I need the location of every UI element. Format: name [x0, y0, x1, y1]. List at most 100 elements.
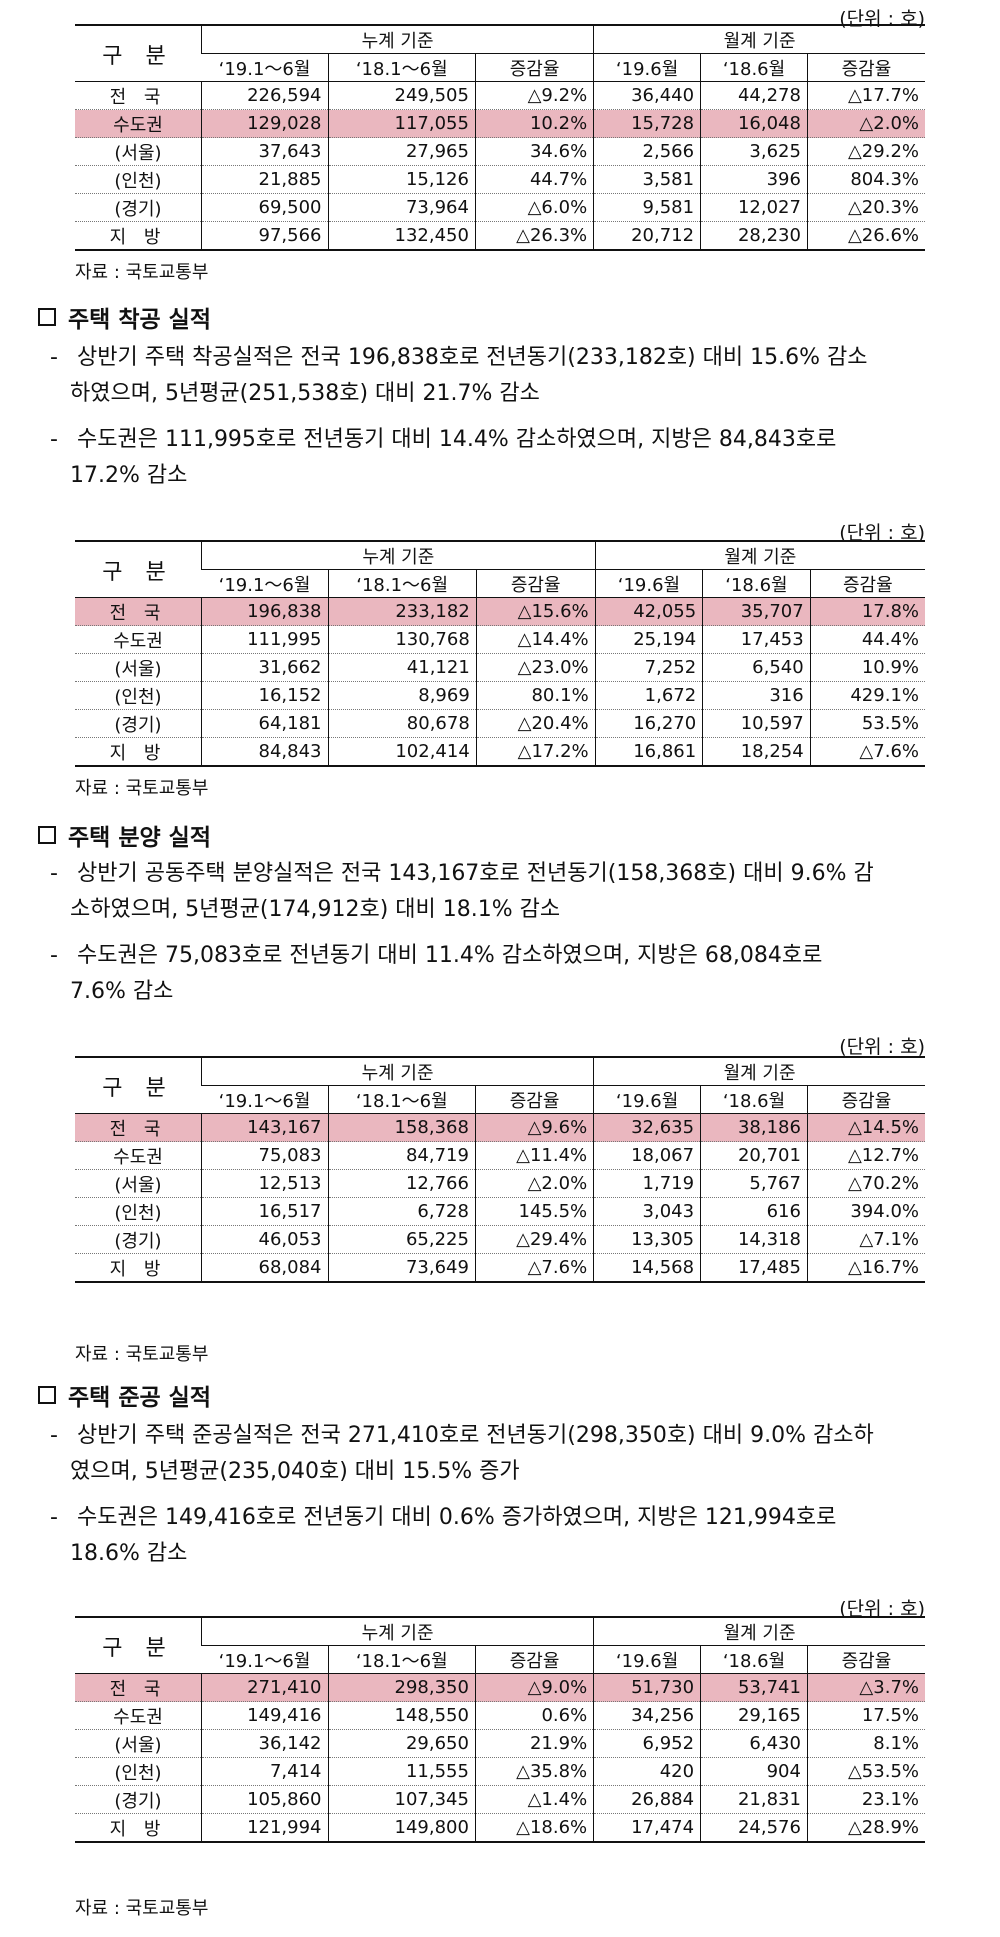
- cell: 42,055: [594, 597, 703, 626]
- cell: 233,182: [327, 597, 477, 626]
- cell: 271,410: [201, 1673, 328, 1702]
- cell: 14,568: [593, 1253, 701, 1282]
- cell: 16,270: [594, 709, 703, 738]
- table-row: 수도권 75,083 84,719 △11.4% 18,067 20,701 △12.7%: [75, 1141, 925, 1170]
- paragraph: - 상반기 주택 준공실적은 전국 271,410호로 전년동기(298,350…: [50, 1418, 995, 1490]
- paragraph-line: 하였으며, 5년평균(251,538호) 대비 21.7% 감소: [70, 381, 540, 406]
- cell: 36,142: [201, 1729, 328, 1758]
- cell: 64,181: [201, 709, 328, 738]
- cell: 75,083: [201, 1141, 328, 1170]
- cell: 53.5%: [809, 709, 925, 738]
- permit-table: 구 분 누계 기준 월계 기준 ‘19.1～6월 ‘18.1～6월 증감율 ‘1…: [75, 24, 925, 251]
- cell: 17.5%: [806, 1701, 925, 1730]
- cell: 16,517: [201, 1197, 328, 1226]
- paragraph: - 수도권은 75,083호로 전년동기 대비 11.4% 감소하였으며, 지방…: [50, 938, 995, 1010]
- cell: 148,550: [327, 1701, 476, 1730]
- table-row: 수도권 149,416 148,550 0.6% 34,256 29,165 17.5%: [75, 1701, 925, 1730]
- cell: 121,994: [201, 1813, 328, 1842]
- row-label: 수도권: [75, 1701, 202, 1730]
- section-title: 주택 준공 실적: [68, 1385, 211, 1411]
- col-header: 증감율: [806, 1085, 925, 1114]
- row-label: (인천): [75, 1757, 202, 1786]
- paragraph-line: 17.2% 감소: [70, 463, 188, 488]
- cell: 904: [700, 1757, 808, 1786]
- cell: 38,186: [700, 1113, 808, 1142]
- table-row: (경기) 69,500 73,964 △6.0% 9,581 12,027 △20.3%: [75, 193, 925, 222]
- header-cumulative: 누계 기준: [200, 25, 594, 54]
- header-cumulative: 누계 기준: [200, 1057, 594, 1086]
- cell: 6,952: [593, 1729, 701, 1758]
- paragraph: - 상반기 주택 착공실적은 전국 196,838호로 전년동기(233,182…: [50, 340, 995, 412]
- table-row: 지 방 68,084 73,649 △7.6% 14,568 17,485 △16.7%: [75, 1253, 925, 1282]
- table-row: 전 국 226,594 249,505 △9.2% 36,440 44,278 △17.7%: [75, 81, 925, 110]
- cell: 102,414: [327, 737, 477, 766]
- cell: 18,067: [593, 1141, 701, 1170]
- header-monthly: 월계 기준: [594, 541, 925, 570]
- cell: △12.7%: [806, 1141, 925, 1170]
- cell: △9.6%: [474, 1113, 594, 1142]
- dash-bullet: -: [50, 861, 58, 886]
- cell: △20.4%: [475, 709, 596, 738]
- row-label: (서울): [75, 653, 202, 682]
- cell: 804.3%: [806, 165, 925, 194]
- cell: △15.6%: [475, 597, 596, 626]
- cell: △20.3%: [806, 193, 925, 222]
- cell: 32,635: [593, 1113, 701, 1142]
- cell: △23.0%: [475, 653, 596, 682]
- cell: 17.8%: [809, 597, 925, 626]
- source-label: 자료 : 국토교통부: [75, 262, 209, 283]
- table-row: (인천) 16,517 6,728 145.5% 3,043 616 394.0%: [75, 1197, 925, 1226]
- cell: 149,800: [327, 1813, 476, 1842]
- cell: 68,084: [201, 1253, 328, 1282]
- cell: 41,121: [327, 653, 477, 682]
- paragraph-line: 상반기 공동주택 분양실적은 전국 143,167호로 전년동기(158,368…: [77, 861, 874, 886]
- paragraph-line: 상반기 주택 착공실적은 전국 196,838호로 전년동기(233,182호)…: [77, 345, 868, 370]
- row-label: (경기): [75, 1225, 202, 1254]
- table-row-highlighted: 전 국 143,167 158,368 △9.6% 32,635 38,186 △14.5%: [75, 1113, 925, 1142]
- cell: △2.0%: [474, 1169, 594, 1198]
- header-gubun: 구 분: [75, 541, 202, 598]
- table-row: (경기) 46,053 65,225 △29.4% 13,305 14,318 △7.1%: [75, 1225, 925, 1254]
- col-header: ‘19.6월: [594, 569, 703, 598]
- cell: △7.6%: [809, 737, 925, 766]
- table-row-highlighted: 전 국 271,410 298,350 △9.0% 51,730 53,741 △3.7%: [75, 1673, 925, 1702]
- col-header: ‘18.1～6월: [327, 1085, 476, 1114]
- row-label: 전 국: [75, 597, 202, 626]
- cell: 14,318: [700, 1225, 808, 1254]
- row-label: 수도권: [75, 1141, 202, 1170]
- table-row: (경기) 64,181 80,678 △20.4% 16,270 10,597 53.5%: [75, 709, 925, 738]
- cell: 73,649: [327, 1253, 476, 1282]
- cell: 25,194: [594, 625, 703, 654]
- cell: 11,555: [327, 1757, 476, 1786]
- cell: 13,305: [593, 1225, 701, 1254]
- checkbox-square-icon: [38, 308, 56, 326]
- cell: △17.2%: [475, 737, 596, 766]
- section-title: 주택 분양 실적: [68, 825, 211, 851]
- cell: 36,440: [593, 81, 701, 110]
- cell: 69,500: [201, 193, 328, 222]
- paragraph-line: 수도권은 111,995호로 전년동기 대비 14.4% 감소하였으며, 지방은…: [77, 427, 837, 452]
- table-row: (서울) 36,142 29,650 21.9% 6,952 6,430 8.1%: [75, 1729, 925, 1758]
- header-monthly: 월계 기준: [593, 1057, 925, 1086]
- dash-bullet: -: [50, 345, 58, 370]
- row-label: 전 국: [75, 1113, 202, 1142]
- row-label: (서울): [75, 137, 202, 166]
- col-header: 증감율: [474, 1085, 594, 1114]
- row-label: 지 방: [109, 226, 167, 248]
- col-header: 증감율: [806, 1645, 925, 1674]
- row-label: 수도권: [75, 109, 202, 138]
- cell: 429.1%: [809, 681, 925, 710]
- table-row: (서울) 12,513 12,766 △2.0% 1,719 5,767 △70.2%: [75, 1169, 925, 1198]
- cell: 17,485: [700, 1253, 808, 1282]
- cell: 130,768: [327, 625, 477, 654]
- checkbox-square-icon: [38, 826, 56, 844]
- unit-label: (단위 : 호): [839, 522, 925, 544]
- starts-table: 구 분 누계 기준 월계 기준 ‘19.1～6월 ‘18.1～6월 증감율 ‘1…: [75, 540, 925, 767]
- cell: 35,707: [702, 597, 811, 626]
- table-row: (인천) 7,414 11,555 △35.8% 420 904 △53.5%: [75, 1757, 925, 1786]
- cell: 117,055: [327, 109, 476, 138]
- cell: 3,581: [593, 165, 701, 194]
- cell: 316: [702, 681, 811, 710]
- cell: 15,728: [593, 109, 701, 138]
- header-gubun: 구 분: [75, 1057, 202, 1114]
